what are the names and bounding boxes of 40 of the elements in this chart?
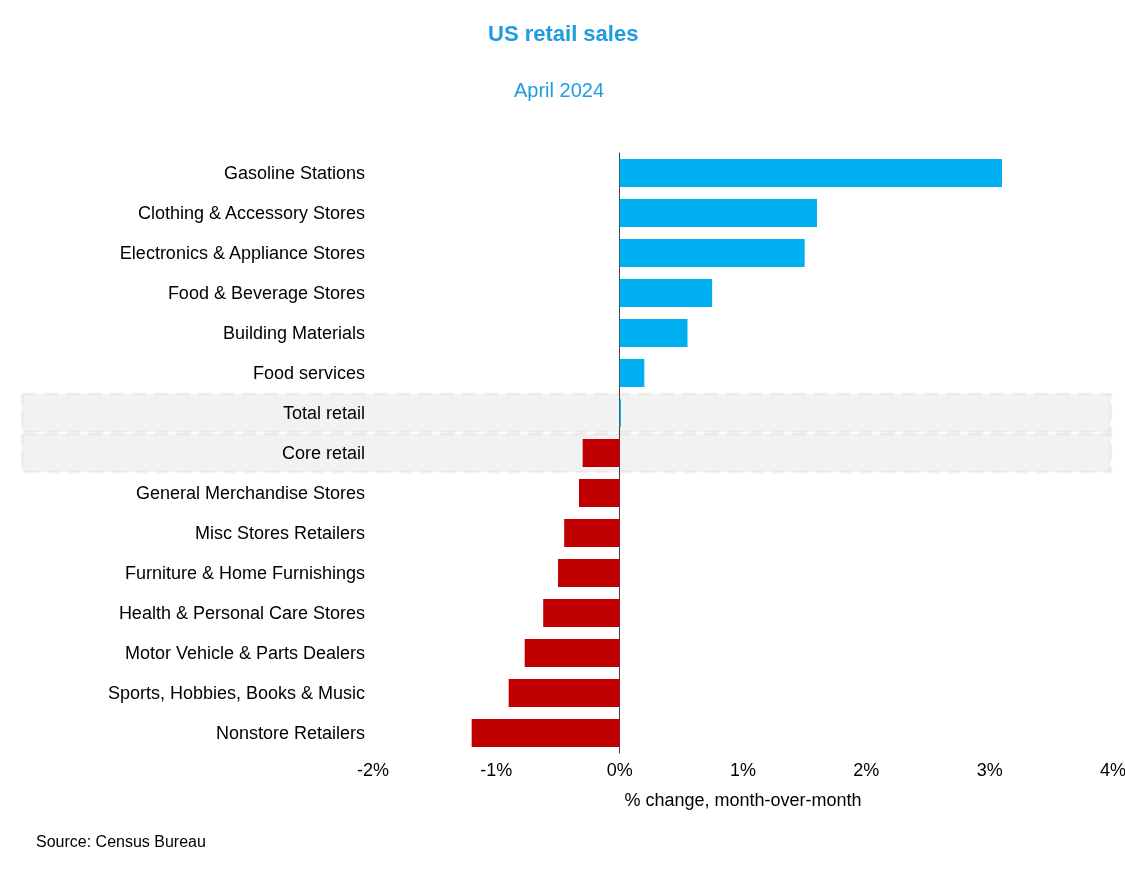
y-tick-label: Gasoline Stations [223,163,365,183]
bar [582,439,620,467]
bar [619,359,645,387]
bar [619,199,817,227]
y-tick-label: Clothing & Accessory Stores [137,203,365,223]
x-tick-label: 3% [976,760,1003,780]
y-tick-label: Building Materials [222,323,365,343]
bar [543,599,620,627]
y-tick-label: Nonstore Retailers [215,723,365,743]
y-tick-label: Core retail [281,443,365,463]
x-tick-label: 2% [853,760,880,780]
x-tick-label: -2% [356,760,390,780]
y-tick-label: Food services [252,363,365,383]
x-tick-label: 0% [606,760,633,780]
x-tick-label: 1% [729,760,757,780]
y-tick-label: Motor Vehicle & Parts Dealers [124,643,365,663]
y-tick-label: Misc Stores Retailers [194,523,365,543]
bar [619,239,805,267]
x-tick-label: 4% [1099,760,1125,780]
chart-subtitle: April 2024 [514,79,605,101]
y-tick-label: General Merchandise Stores [135,483,365,503]
y-tick-label: Food & Beverage Stores [167,283,365,303]
bar [619,319,688,347]
bar [558,559,620,587]
y-tick-label: Furniture & Home Furnishings [124,563,365,583]
bar [619,159,1002,187]
y-tick-label: Sports, Hobbies, Books & Music [107,683,365,703]
y-tick-label: Health & Personal Care Stores [118,603,365,623]
bar [578,479,620,507]
bar [564,519,620,547]
y-tick-label: Total retail [282,403,365,423]
bar [524,639,620,667]
bar [619,279,713,307]
chart-title: US retail sales [488,20,639,46]
source-note: Source: Census Bureau [36,832,206,850]
x-tick-label: -1% [480,760,513,780]
bar [471,719,620,747]
x-axis-title: % change, month-over-month [624,790,862,810]
bar [508,679,620,707]
y-tick-label: Electronics & Appliance Stores [119,243,365,263]
